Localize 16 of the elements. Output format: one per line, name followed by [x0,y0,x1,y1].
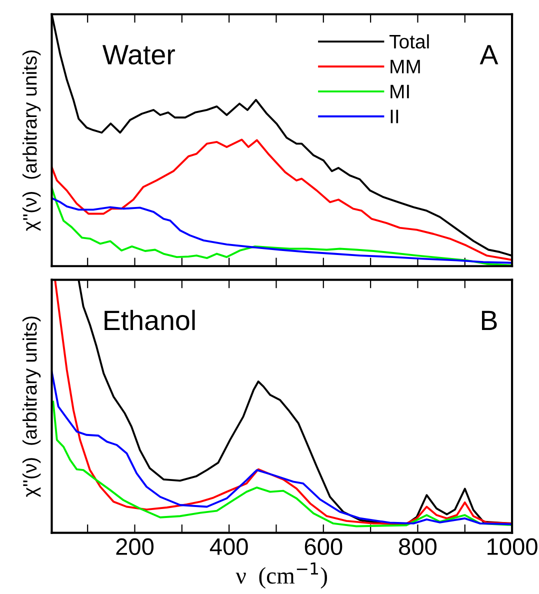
x-tick-label: 600 [304,538,342,556]
legend-label: MM [390,60,420,74]
annotation: B [482,310,497,330]
x-tick-label: 1000 [488,538,538,556]
legend-label: II [390,110,398,124]
legend-label: Total [389,34,429,49]
annotation: A [480,45,498,64]
y-axis-title: χ''(ν) (arbitrary units) [22,316,41,498]
y-axis-title: χ''(ν) (arbitrary units) [22,50,41,231]
legend-label: MI [390,84,409,98]
x-axis-title: ν (cm$^{−1}$) [236,562,327,589]
annotation: Water [102,45,175,65]
annotation: Ethanol [104,310,195,330]
x-tick-label: 400 [210,538,248,556]
x-tick-label: 800 [399,538,436,556]
x-tick-label: 200 [116,538,154,556]
